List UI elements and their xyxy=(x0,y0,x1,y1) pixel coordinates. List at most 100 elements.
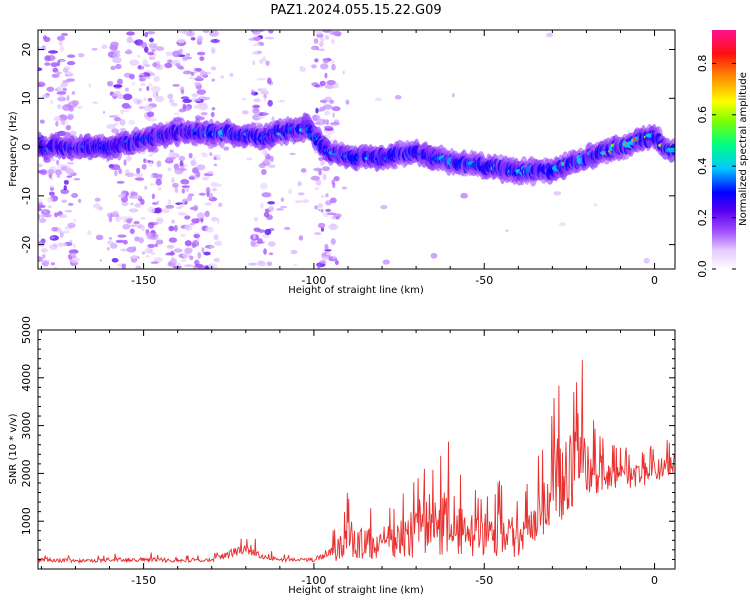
spectrogram-frame xyxy=(37,29,676,270)
spectrogram-noise-cell xyxy=(260,169,267,176)
spectrogram-panel: -150 -100 -50 0 20 10 0 -10 -20 Height of straig… xyxy=(8,29,676,296)
spectrogram-noise-cell xyxy=(167,93,174,100)
spectrogram-noise-cell xyxy=(252,43,261,47)
spectrogram-noise-cell xyxy=(148,153,153,157)
spectrogram-noise-cell xyxy=(326,252,332,256)
spectrogram-noise-cell xyxy=(112,56,122,64)
spectrogram-noise-cell xyxy=(71,90,76,95)
spectrogram-noise-cell xyxy=(256,50,262,54)
spectrogram-noise-cell xyxy=(172,83,181,87)
spectrogram-noise-cell xyxy=(268,30,274,34)
spectrogram-noise-cell xyxy=(91,47,98,51)
spectrogram-noise-cell xyxy=(112,42,118,46)
spectrogram-noise-cell xyxy=(254,216,258,222)
spectrogram-noise-cell xyxy=(319,80,326,87)
spectrogram-noise-cell xyxy=(91,101,99,104)
spectrogram-noise-cell xyxy=(60,188,70,195)
spectrogram-noise-cell xyxy=(180,257,187,263)
spectrogram-noise-cell xyxy=(314,58,319,63)
spectrogram-noise-cell xyxy=(77,198,82,203)
spectrogram-noise-cell xyxy=(141,163,147,170)
spectrogram-noise-cell xyxy=(334,259,339,265)
spectrogram-noise-cell xyxy=(323,57,329,64)
spectrogram-noise-cell xyxy=(268,206,275,212)
spectrogram-noise-cell xyxy=(142,76,151,79)
spectrogram-noise-cell xyxy=(56,104,62,110)
spectrogram-noise-cell xyxy=(65,168,75,175)
spectrogram-noise-cell xyxy=(250,240,256,247)
spectrogram-noise-cell xyxy=(87,230,92,236)
spectrogram-noise-cell xyxy=(213,257,220,263)
spectrogram-noise-cell xyxy=(144,63,151,68)
spectrogram-noise-cell xyxy=(116,180,125,184)
spectrogram-noise-cell xyxy=(148,83,153,87)
spectrogram-noise-cell xyxy=(193,104,203,109)
spectrogram-noise-cell xyxy=(155,63,164,71)
spectrogram-noise-cell xyxy=(171,60,178,65)
spectrogram-noise-cell xyxy=(39,119,45,124)
spectrogram-noise-cell xyxy=(122,223,131,230)
spectrogram-noise-cell xyxy=(202,96,211,101)
spectrogram-noise-cell xyxy=(133,220,140,225)
spectrogram-noise-cell xyxy=(46,86,55,92)
spectrogram-ridge-core xyxy=(667,146,675,153)
spectrogram-noise-cell xyxy=(141,251,146,255)
snr-x-tick-label: -50 xyxy=(475,574,493,587)
spectrogram-noise-cell xyxy=(261,192,272,198)
spectrogram-noise-cell xyxy=(59,94,64,99)
spectrogram-noise-cell xyxy=(157,187,162,191)
spectrogram-noise-cell xyxy=(135,265,142,269)
spectrogram-noise-cell xyxy=(153,92,157,97)
spectrogram-noise-cell xyxy=(38,256,43,263)
spectrogram-noise-cell xyxy=(171,219,175,224)
spectrogram-noise-cell xyxy=(271,116,275,123)
spectrogram-noise-cell xyxy=(164,62,173,69)
spectrogram-noise-cell xyxy=(120,109,124,115)
spectrogram-noise-cell xyxy=(178,203,185,208)
spectrogram-noise-cell xyxy=(252,233,257,240)
spectrogram-noise-cell xyxy=(62,87,67,92)
spectrogram-noise-cell xyxy=(184,201,188,205)
spectrogram-x-tick-label: -100 xyxy=(301,274,326,287)
spectrogram-noise-cell xyxy=(330,238,336,245)
spectrogram-noise-cell xyxy=(134,177,145,181)
spectrogram-noise-cell xyxy=(196,212,205,219)
spectrogram-noise-cell xyxy=(460,192,468,199)
spectrogram-noise-cell xyxy=(263,112,269,116)
spectrogram-noise-cell xyxy=(123,159,127,166)
spectrogram-noise-cell xyxy=(146,111,155,118)
spectrogram-noise-cell xyxy=(73,218,77,223)
spectrogram-noise-cell xyxy=(50,236,55,239)
spectrogram-noise-cell xyxy=(193,233,200,239)
spectrogram-noise-cell xyxy=(260,182,268,190)
spectrogram-noise-cell xyxy=(138,106,145,110)
spectrogram-noise-cell xyxy=(223,146,230,151)
spectrogram-noise-cell xyxy=(130,258,138,263)
spectrogram-noise-cell xyxy=(184,215,191,220)
spectrogram-noise-cell xyxy=(256,78,266,81)
spectrogram-noise-cell xyxy=(64,209,73,213)
spectrogram-noise-cell xyxy=(184,264,194,267)
spectrogram-noise-cell xyxy=(129,73,135,80)
spectrogram-noise-cell xyxy=(320,37,325,42)
spectrogram-noise-cell xyxy=(201,154,209,158)
spectrogram-noise-cell xyxy=(313,167,323,172)
spectrogram-noise-cell xyxy=(196,75,202,80)
spectrogram-noise-cell xyxy=(546,32,554,38)
spectrogram-noise-cell xyxy=(138,64,142,70)
spectrogram-noise-cell xyxy=(138,75,144,78)
spectrogram-noise-cell xyxy=(128,119,136,125)
spectrogram-noise-cell xyxy=(212,154,221,158)
spectrogram-noise-cell xyxy=(322,166,330,172)
spectrogram-noise-cell xyxy=(318,156,324,162)
spectrogram-noise-cell xyxy=(209,152,213,156)
spectrogram-noise-cell xyxy=(313,38,319,44)
spectrogram-noise-cell xyxy=(112,84,123,88)
spectrogram-noise-cell xyxy=(52,243,58,248)
spectrogram-noise-cell xyxy=(266,77,272,85)
spectrogram-noise-cell xyxy=(53,266,58,269)
spectrogram-noise-cell xyxy=(207,145,214,150)
colorbar-label: Normalized spectral amplitude xyxy=(738,72,749,226)
spectrogram-noise-cell xyxy=(38,207,43,212)
spectrogram-noise-cell xyxy=(122,93,133,101)
